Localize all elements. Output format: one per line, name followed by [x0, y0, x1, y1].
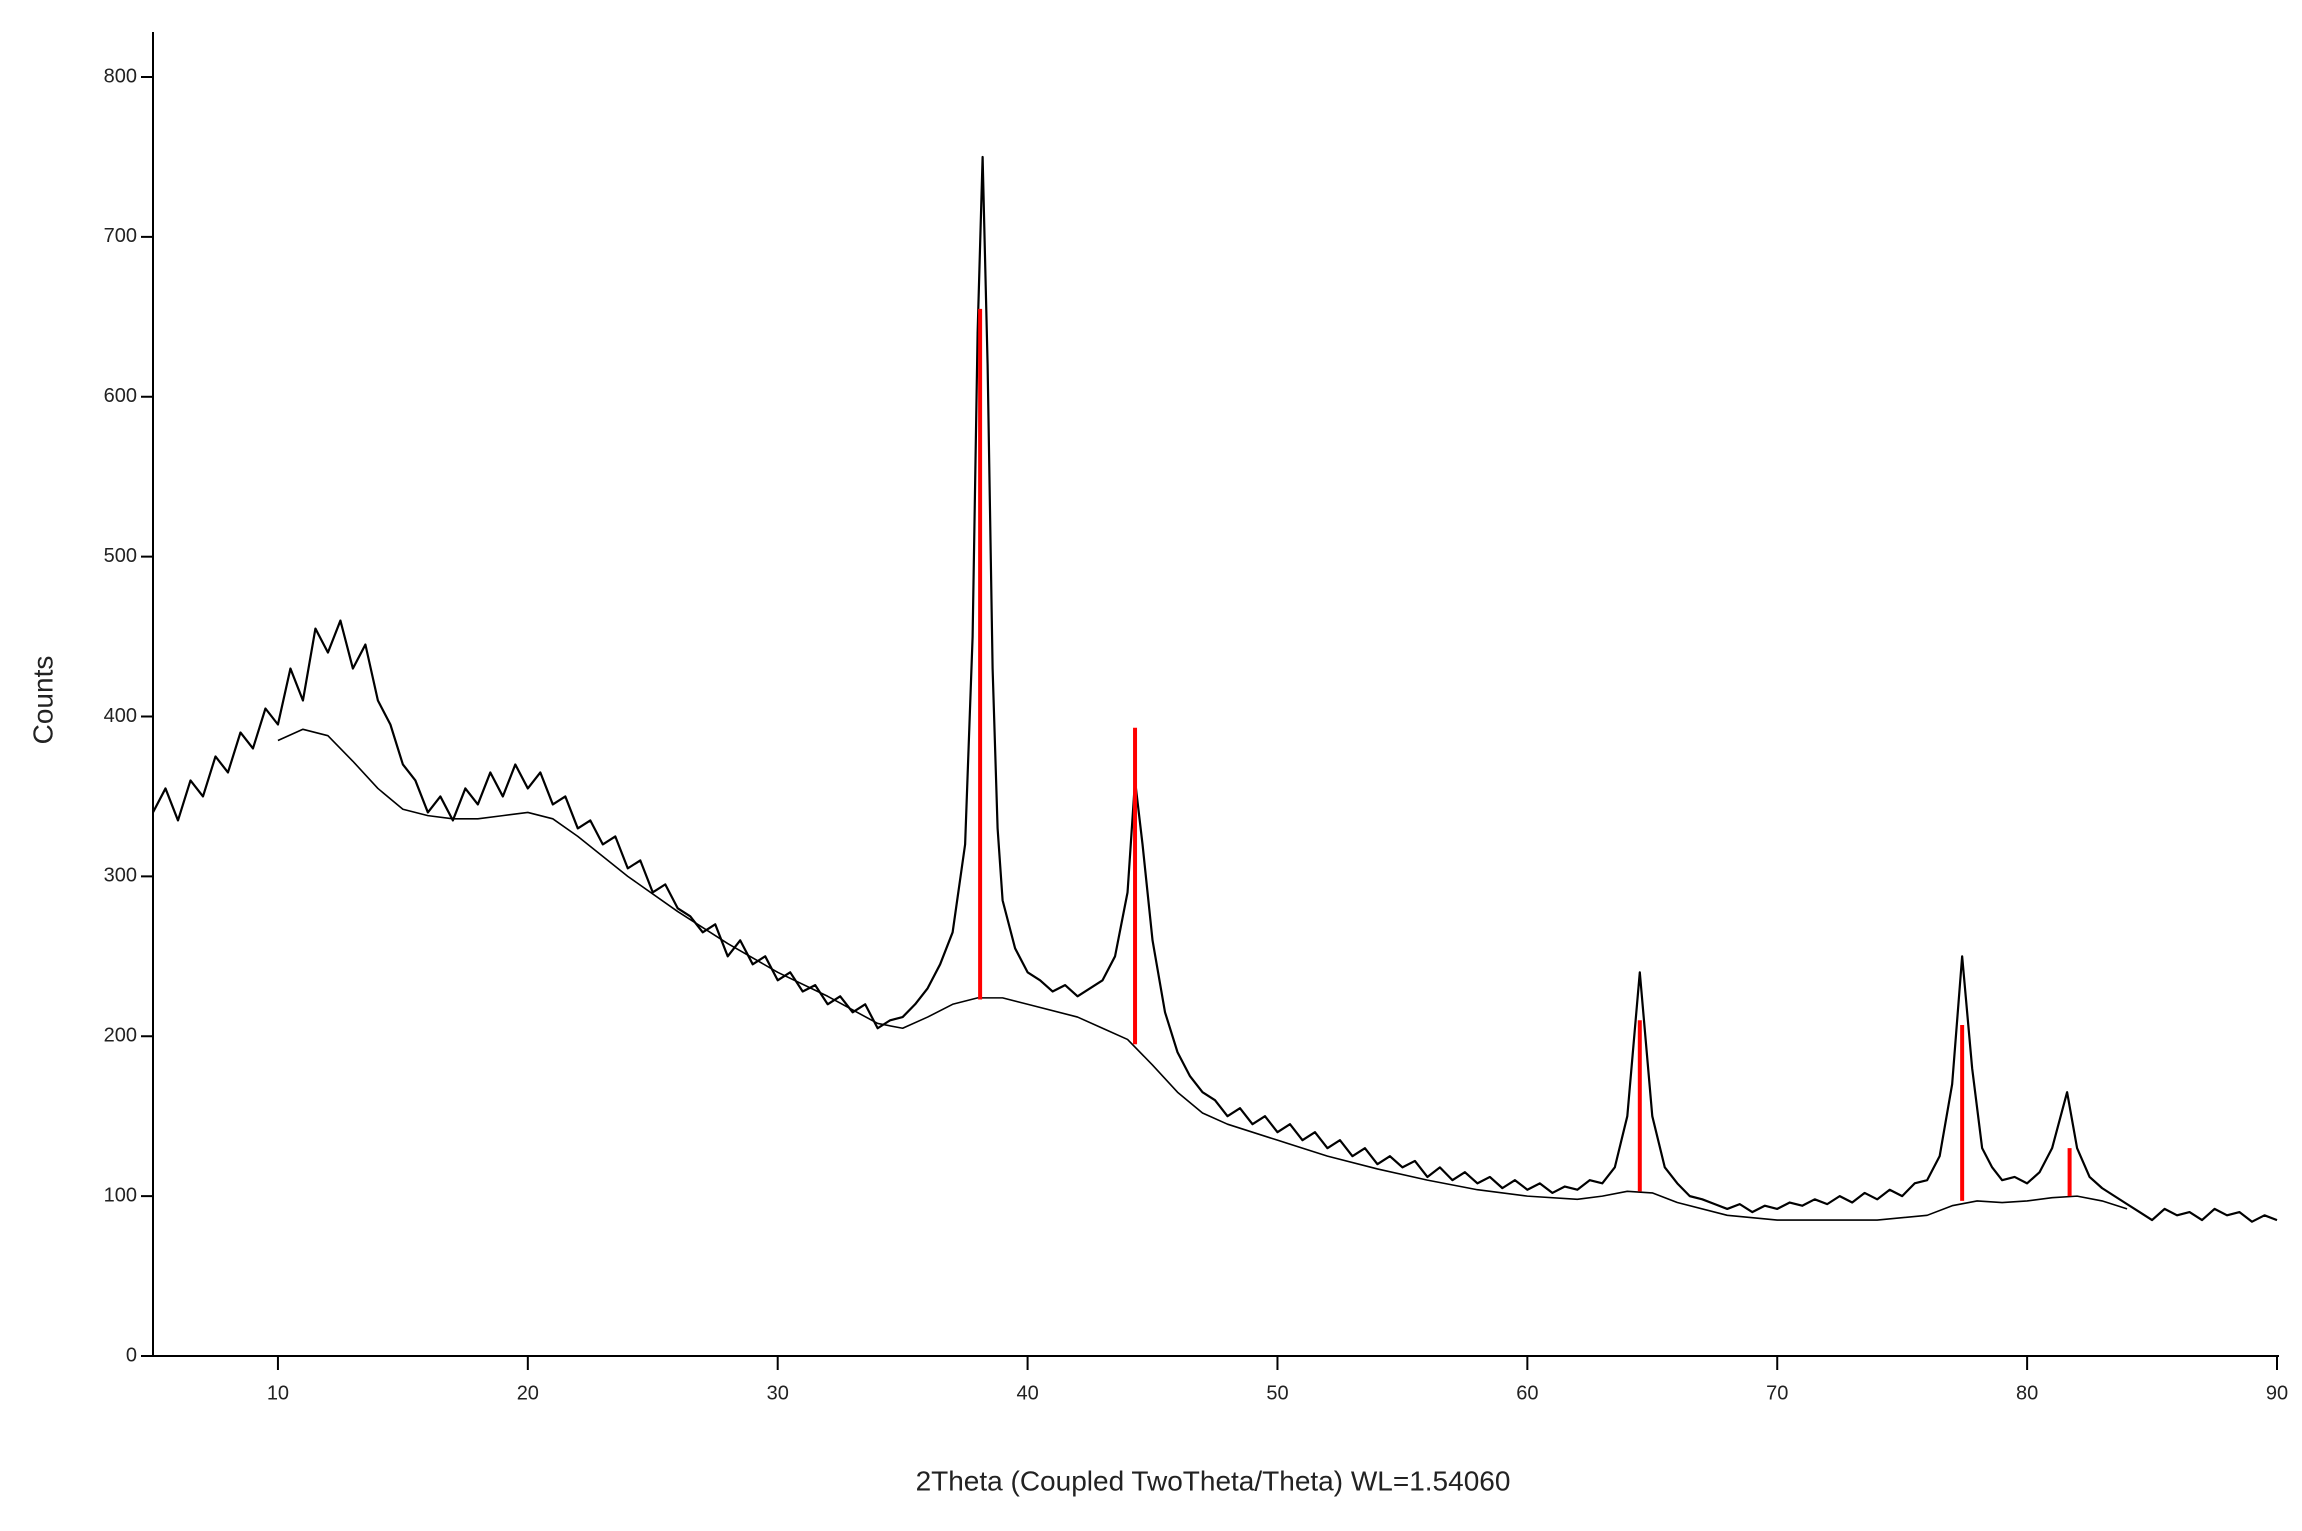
- y-tick-label: 800: [104, 65, 137, 87]
- y-tick-label: 500: [104, 545, 137, 567]
- x-tick-label: 20: [517, 1382, 539, 1404]
- measured-line: [152, 155, 2278, 1223]
- x-tick-label: 40: [1016, 1382, 1038, 1404]
- y-tick-label: 200: [104, 1025, 137, 1047]
- x-tick-label: 10: [267, 1382, 289, 1404]
- background-line: [277, 728, 2128, 1221]
- x-tick-label: 70: [1766, 1382, 1788, 1404]
- x-tick-label: 60: [1516, 1382, 1538, 1404]
- y-tick-label: 400: [104, 705, 137, 727]
- x-axis-label: 2Theta (Coupled TwoTheta/Theta) WL=1.540…: [916, 1465, 1511, 1496]
- y-tick-label: 0: [126, 1344, 137, 1366]
- y-axis-label: Counts: [27, 656, 58, 745]
- x-tick-label: 90: [2266, 1382, 2288, 1404]
- y-tick-label: 100: [104, 1184, 137, 1206]
- x-tick-label: 50: [1266, 1382, 1288, 1404]
- y-tick-label: 600: [104, 385, 137, 407]
- x-tick-label: 80: [2016, 1382, 2038, 1404]
- y-tick-label: 700: [104, 225, 137, 247]
- y-tick-label: 300: [104, 865, 137, 887]
- x-tick-label: 30: [767, 1382, 789, 1404]
